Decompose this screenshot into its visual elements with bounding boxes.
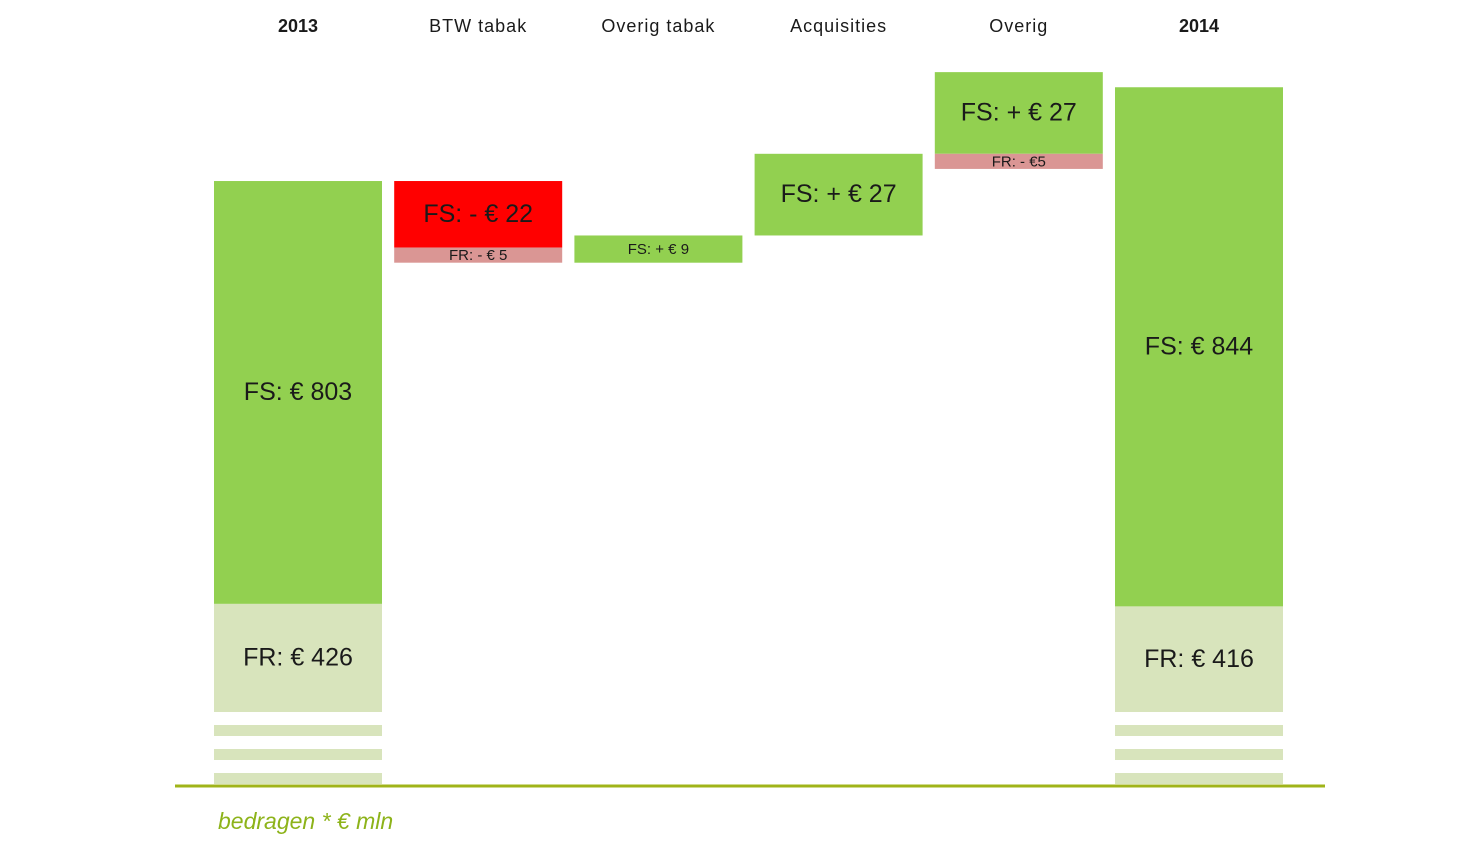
data-label: FS: - € 22	[423, 200, 533, 228]
category-label: 2013	[278, 16, 318, 36]
data-label: FR: - €5	[992, 153, 1046, 170]
axis-break	[214, 725, 382, 736]
data-label: FS: + € 27	[781, 180, 897, 208]
bar-segment	[754, 153, 923, 236]
data-label: FS: + € 9	[628, 241, 689, 258]
bar-segment	[934, 72, 1103, 154]
bar-segment	[214, 603, 382, 712]
category-label: Overig tabak	[601, 16, 715, 36]
axis-break	[214, 773, 382, 784]
axis-break	[1115, 725, 1283, 736]
bar-segment	[574, 235, 743, 263]
data-label: FR: € 416	[1144, 645, 1254, 673]
category-label: Overig	[989, 16, 1048, 36]
bar-segment	[934, 153, 1103, 169]
bar-segment	[394, 247, 563, 263]
bar-segment	[214, 181, 382, 604]
axis-break	[214, 749, 382, 760]
bar-segment	[1115, 606, 1283, 712]
category-label: Acquisities	[790, 16, 887, 36]
bar-segment	[394, 181, 563, 248]
bar-segment	[1115, 87, 1283, 607]
data-label: FS: € 803	[244, 378, 352, 406]
category-label: BTW tabak	[429, 16, 527, 36]
data-label: FS: € 844	[1145, 332, 1253, 360]
data-label: FR: € 426	[243, 644, 353, 672]
footnote: bedragen * € mln	[218, 808, 393, 834]
axis-break	[1115, 749, 1283, 760]
data-label: FS: + € 27	[961, 99, 1077, 127]
data-label: FR: - € 5	[449, 247, 507, 264]
axis-break	[1115, 773, 1283, 784]
category-label: 2014	[1179, 16, 1219, 36]
